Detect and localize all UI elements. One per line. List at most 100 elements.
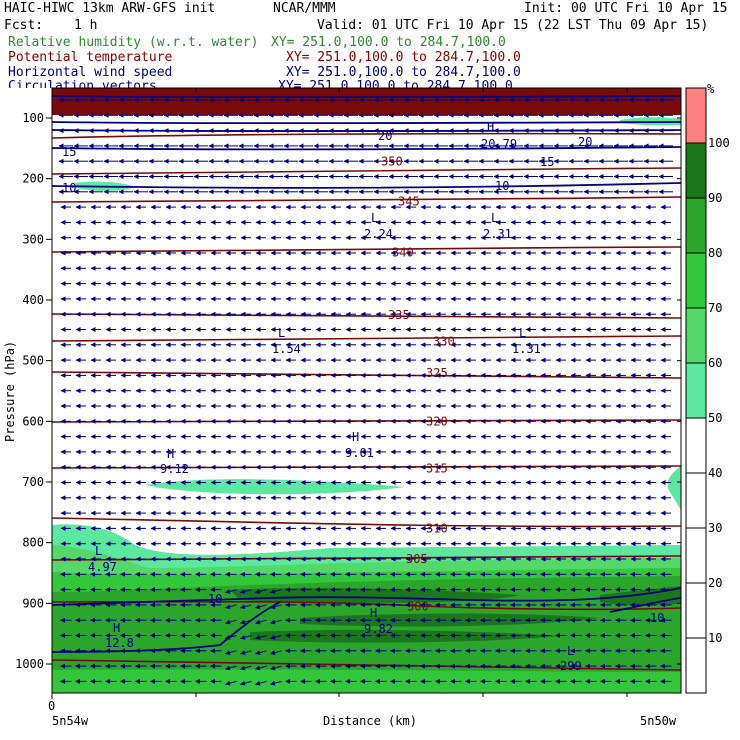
fcst-label: Fcst: bbox=[4, 18, 44, 33]
extremum-symbol: H bbox=[113, 621, 120, 635]
wind-vector bbox=[255, 619, 267, 625]
wspd-contour-a bbox=[52, 95, 681, 99]
theta-label: 350 bbox=[381, 155, 403, 169]
wind-vector bbox=[225, 680, 237, 686]
wind-vector bbox=[240, 589, 252, 594]
wspd-contour-e bbox=[52, 182, 681, 189]
extremum-value: 9.82 bbox=[364, 622, 393, 636]
y-tick-label: 500 bbox=[22, 354, 44, 368]
extremum-value: 1.31 bbox=[512, 342, 541, 356]
extremum-symbol: H bbox=[370, 606, 377, 620]
y-tick-label: 800 bbox=[22, 536, 44, 550]
plot-border bbox=[51, 87, 682, 694]
extrema-markers: L 2.24 L 2.31 L 1.54 L 1.31 H 9.12 H 9.0… bbox=[88, 120, 582, 673]
extremum-value: 12.8 bbox=[105, 636, 134, 650]
theta-contour-labels: 350 345 340 335 330 325 320 315 310 305 300 bbox=[381, 155, 455, 614]
field-theta-xy: XY= 251.0,100.0 to 284.7,100.0 bbox=[286, 50, 521, 65]
theta-label: 305 bbox=[406, 552, 428, 566]
y-tick-label: 200 bbox=[22, 172, 44, 186]
colorbar-tick-label: 20 bbox=[708, 576, 722, 590]
y-tick-label: 600 bbox=[22, 414, 44, 428]
field-circ-xy: XY= 251.0,100.0 to 284.7,100.0 bbox=[278, 79, 513, 88]
colorbar-frame bbox=[685, 87, 707, 694]
plot-frame bbox=[51, 87, 682, 694]
field-wspd-name: Horizontal wind speed bbox=[8, 65, 173, 80]
field-theta-name: Potential temperature bbox=[8, 50, 173, 65]
extremum-symbol: H bbox=[487, 120, 494, 134]
extremum-symbol: L bbox=[278, 326, 285, 340]
extremum-symbol: L bbox=[371, 211, 378, 225]
colorbar-tick-label: 30 bbox=[708, 521, 722, 535]
wspd-label: 10 bbox=[62, 181, 76, 195]
theta-label: 340 bbox=[392, 246, 414, 260]
wind-vector bbox=[270, 619, 282, 625]
fcst-value: 1 h bbox=[74, 18, 98, 33]
colorbar-tick-label: 10 bbox=[708, 631, 722, 645]
theta-label: 315 bbox=[426, 462, 448, 476]
extremum-value: 299 bbox=[560, 659, 582, 673]
colorbar-segment bbox=[686, 253, 706, 308]
extremum-symbol: H bbox=[167, 447, 174, 461]
extremum-value: 2.31 bbox=[483, 227, 512, 241]
colorbar-tick-label: 40 bbox=[708, 466, 722, 480]
wspd-label: 10 bbox=[208, 592, 222, 606]
rh-100-top-band bbox=[52, 88, 681, 115]
colorbar-tick-label: 60 bbox=[708, 356, 722, 370]
colorbar-tick-label: 100 bbox=[708, 136, 730, 150]
y-tick-label: 400 bbox=[22, 293, 44, 307]
theta-label: 310 bbox=[426, 522, 448, 536]
wspd-contour-c bbox=[52, 129, 681, 133]
wind-vector bbox=[270, 589, 282, 594]
theta-label: 345 bbox=[398, 195, 420, 209]
y-tick-label: 1000 bbox=[15, 657, 44, 671]
rh-colorbar: 10 20 30 40 50 60 70 80 90 100 bbox=[685, 87, 730, 694]
wind-vector bbox=[255, 680, 267, 686]
wind-vector bbox=[240, 634, 252, 640]
colorbar-tick-label: 50 bbox=[708, 411, 722, 425]
y-tick-label: 100 bbox=[22, 111, 44, 125]
theta-contour-350 bbox=[52, 167, 681, 175]
y-axis: 100 200 300 400 500 600 700 800 900 1000 bbox=[15, 111, 681, 671]
extremum-value: 1.54 bbox=[272, 342, 301, 356]
extremum-symbol: H bbox=[352, 430, 359, 444]
wspd-label: 15 bbox=[62, 145, 76, 159]
theta-label: 335 bbox=[388, 308, 410, 322]
colorbar-tick-label: 90 bbox=[708, 191, 722, 205]
y-tick-label: 300 bbox=[22, 232, 44, 246]
wind-vector bbox=[225, 619, 237, 625]
x-left-endpoint-label: 5n54w bbox=[52, 714, 89, 728]
org-label: NCAR/MMM bbox=[273, 1, 336, 16]
theta-contour-340 bbox=[52, 246, 681, 253]
wind-vector bbox=[225, 665, 237, 671]
theta-contour-299 bbox=[52, 659, 681, 671]
x-zero-label: 0 bbox=[48, 699, 55, 713]
theta-label: 325 bbox=[426, 366, 448, 380]
wind-vector bbox=[240, 680, 252, 686]
wind-vector bbox=[225, 589, 237, 594]
colorbar-segment bbox=[686, 198, 706, 253]
colorbar-segment bbox=[686, 88, 706, 143]
theta-contour-310 bbox=[52, 517, 681, 528]
x-axis-title: Distance (km) bbox=[323, 714, 417, 728]
colorbar-tick-label: 80 bbox=[708, 246, 722, 260]
y-tick-label: 700 bbox=[22, 475, 44, 489]
extremum-value: 4.97 bbox=[88, 560, 117, 574]
wspd-contour-b bbox=[52, 121, 681, 125]
wspd-contour-d bbox=[52, 146, 681, 151]
rh-50-region-right bbox=[667, 466, 681, 510]
wind-vector bbox=[240, 665, 252, 671]
extremum-symbol: L bbox=[567, 644, 574, 658]
colorbar-segment bbox=[686, 308, 706, 363]
wind-speed-contours bbox=[52, 95, 681, 653]
wind-speed-labels: 15 20 10 15 20 10 10 10 bbox=[62, 129, 664, 625]
y-axis-title: Pressure (hPa) bbox=[3, 341, 17, 442]
wspd-label: 20 bbox=[578, 135, 592, 149]
theta-label: 300 bbox=[407, 599, 429, 613]
colorbar-segment bbox=[686, 418, 706, 693]
wind-vector bbox=[270, 634, 282, 640]
extremum-symbol: L bbox=[95, 544, 102, 558]
theta-contour-330 bbox=[52, 335, 681, 342]
wspd-label: 15 bbox=[540, 155, 554, 169]
wind-vector bbox=[255, 665, 267, 671]
